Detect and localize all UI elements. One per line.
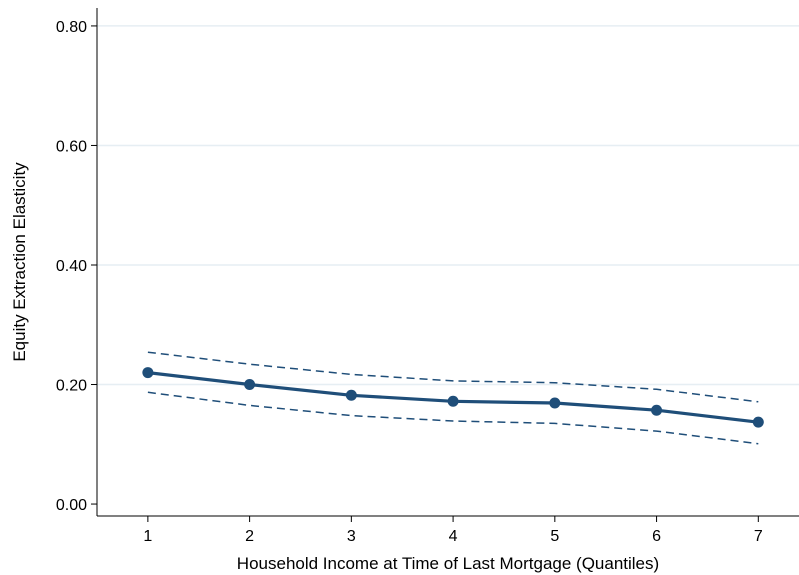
data-point (549, 397, 561, 409)
y-tick-label: 0.80 (56, 19, 87, 36)
y-tick-label: 0.40 (56, 258, 87, 275)
data-point (142, 367, 154, 379)
series (142, 351, 764, 445)
series-line-upper-ci (147, 351, 759, 403)
x-tick-label: 4 (449, 528, 458, 545)
axes: 0.00 0.20 0.40 0.60 0.80 1 2 3 4 5 6 7 (56, 8, 799, 545)
data-point (651, 404, 663, 416)
y-tick-label: 0.00 (56, 497, 87, 514)
x-tick-label: 7 (754, 528, 763, 545)
data-point (752, 416, 764, 428)
x-tick-label: 6 (652, 528, 661, 545)
y-tick-label: 0.60 (56, 138, 87, 155)
series-line-lower-ci (147, 391, 759, 445)
x-tick-label: 2 (245, 528, 254, 545)
data-point (244, 379, 256, 391)
x-axis-title: Household Income at Time of Last Mortgag… (237, 554, 659, 573)
y-axis-title: Equity Extraction Elasticity (10, 162, 29, 362)
data-point (447, 395, 459, 407)
x-tick-label: 3 (347, 528, 356, 545)
x-tick-label: 1 (143, 528, 152, 545)
x-tick-label: 5 (550, 528, 559, 545)
y-tick-label: 0.20 (56, 378, 87, 395)
grid-lines (97, 25, 799, 386)
data-point (345, 389, 357, 401)
